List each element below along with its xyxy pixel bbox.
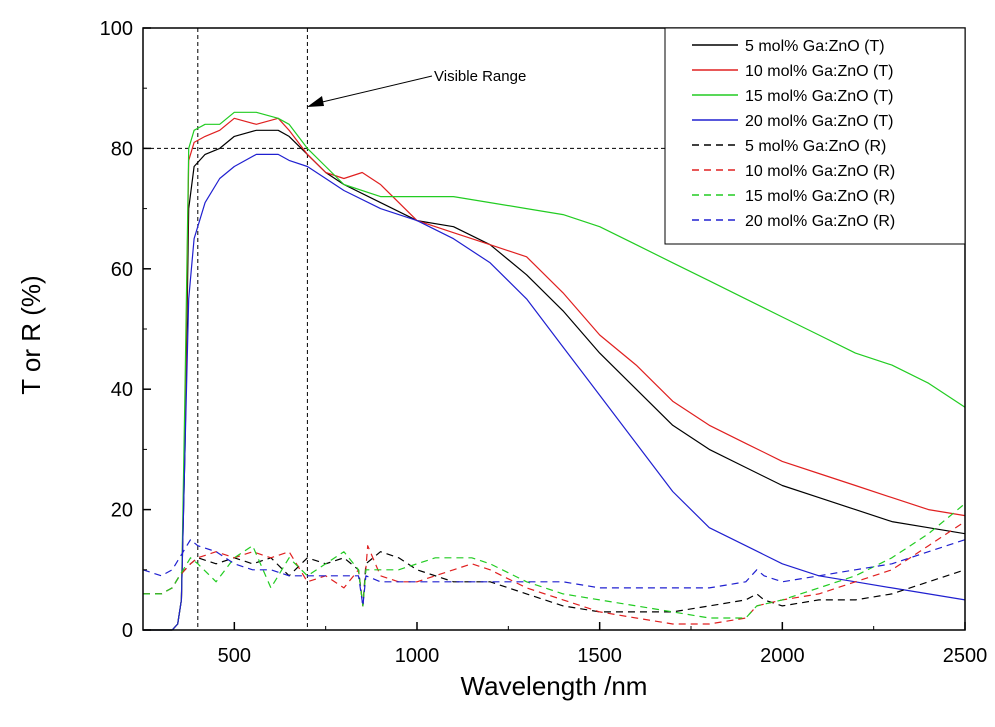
reference-lines [143,28,665,630]
x-tick-label: 2500 [943,645,988,667]
series-lines [142,111,966,631]
x-axis: 500 1000 1500 2000 2500 [142,622,988,667]
x-tick-label: 2000 [760,645,805,667]
x-axis-label: Wavelength /nm [461,671,648,701]
y-axis: 0 20 40 60 80 100 [100,18,151,642]
legend-label: 10 mol% Ga:ZnO (T) [745,63,893,80]
y-tick-label: 80 [111,138,133,160]
legend-box [664,27,966,245]
x-tick-label: 1000 [395,645,440,667]
legend-label: 5 mol% Ga:ZnO (T) [745,38,885,55]
series-line-6 [143,521,966,625]
series-line-7 [143,503,966,619]
legend-label: 15 mol% Ga:ZnO (T) [745,88,893,105]
y-tick-label: 40 [111,379,133,401]
series-line-3 [143,111,966,631]
y-tick-label: 60 [111,259,133,281]
legend-label: 20 mol% Ga:ZnO (R) [745,213,895,230]
legend-label: 5 mol% Ga:ZnO (R) [745,138,886,155]
series-line-8 [142,539,966,607]
legend: 5 mol% Ga:ZnO (T) 10 mol% Ga:ZnO (T) 15 mo… [664,27,966,245]
legend-label: 20 mol% Ga:ZnO (T) [745,113,893,130]
series-line-5 [143,551,966,613]
y-tick-label: 20 [111,500,133,522]
y-axis-label: T or R (%) [16,275,46,394]
series-line-4 [143,153,966,631]
y-tick-label: 0 [122,620,133,642]
x-tick-label: 500 [218,645,251,667]
legend-label: 10 mol% Ga:ZnO (R) [745,163,895,180]
y-tick-label: 100 [100,18,133,40]
annotation-arrow-line [317,75,433,104]
annotation-text: Visible Range [434,68,526,85]
legend-label: 15 mol% Ga:ZnO (R) [745,188,895,205]
x-tick-label: 1500 [577,645,622,667]
annotation-arrow-head [307,96,324,107]
visible-range-annotation: Visible Range [307,68,526,107]
